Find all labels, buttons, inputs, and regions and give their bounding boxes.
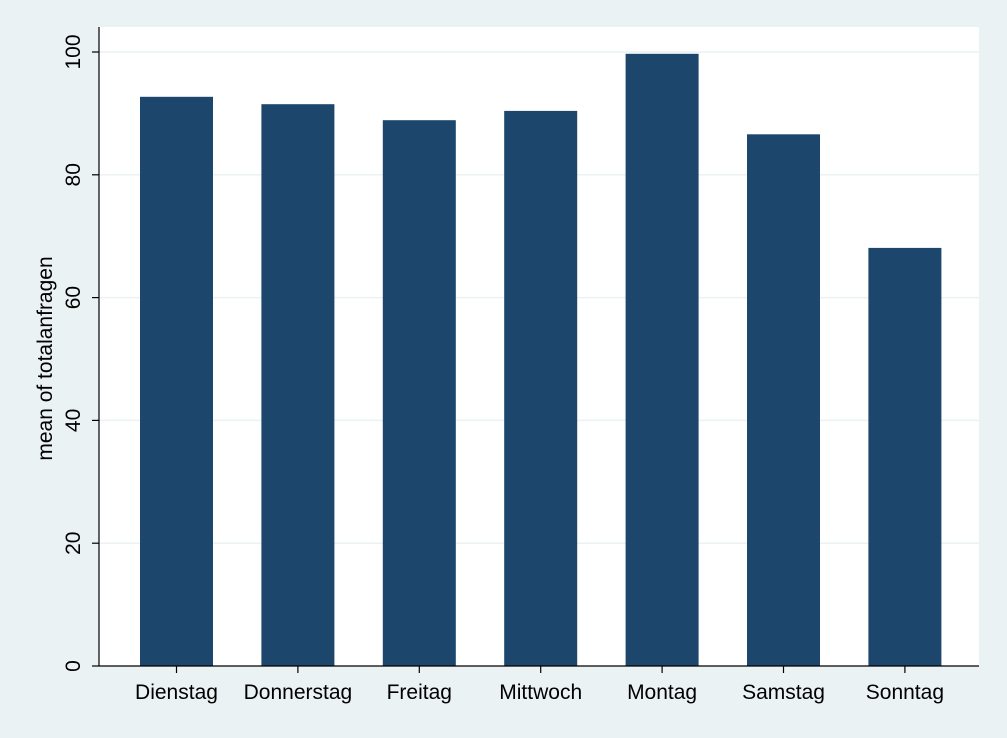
y-tick-label: 60	[62, 286, 85, 309]
y-tick-label: 80	[62, 163, 85, 186]
x-tick-label: Freitag	[387, 681, 452, 704]
y-ticks: 0 20 40 60 80 100	[62, 34, 99, 672]
bar-montag	[625, 53, 699, 667]
bars	[140, 53, 942, 667]
x-tick-label: Donnerstag	[244, 681, 353, 704]
y-axis-label: mean of totalanfragen	[34, 256, 57, 460]
bar-samstag	[747, 134, 820, 667]
y-tick-label: 100	[62, 34, 85, 69]
x-ticks: Dienstag Donnerstag Freitag Mittwoch Montag S…	[135, 666, 944, 704]
y-tick-label: 20	[62, 532, 85, 555]
bar-dienstag	[140, 96, 213, 667]
x-tick-label: Mittwoch	[499, 681, 582, 704]
y-tick-label: 40	[62, 409, 85, 432]
y-tick-label: 0	[62, 660, 85, 672]
x-tick-label: Samstag	[742, 681, 825, 704]
x-tick-label: Dienstag	[135, 681, 218, 704]
bar-sonntag	[868, 247, 942, 666]
x-tick-label: Montag	[627, 681, 697, 704]
x-tick-label: Sonntag	[866, 681, 944, 704]
bar-freitag	[382, 120, 456, 666]
bar-donnerstag	[261, 104, 335, 666]
bar-mittwoch	[504, 110, 578, 666]
